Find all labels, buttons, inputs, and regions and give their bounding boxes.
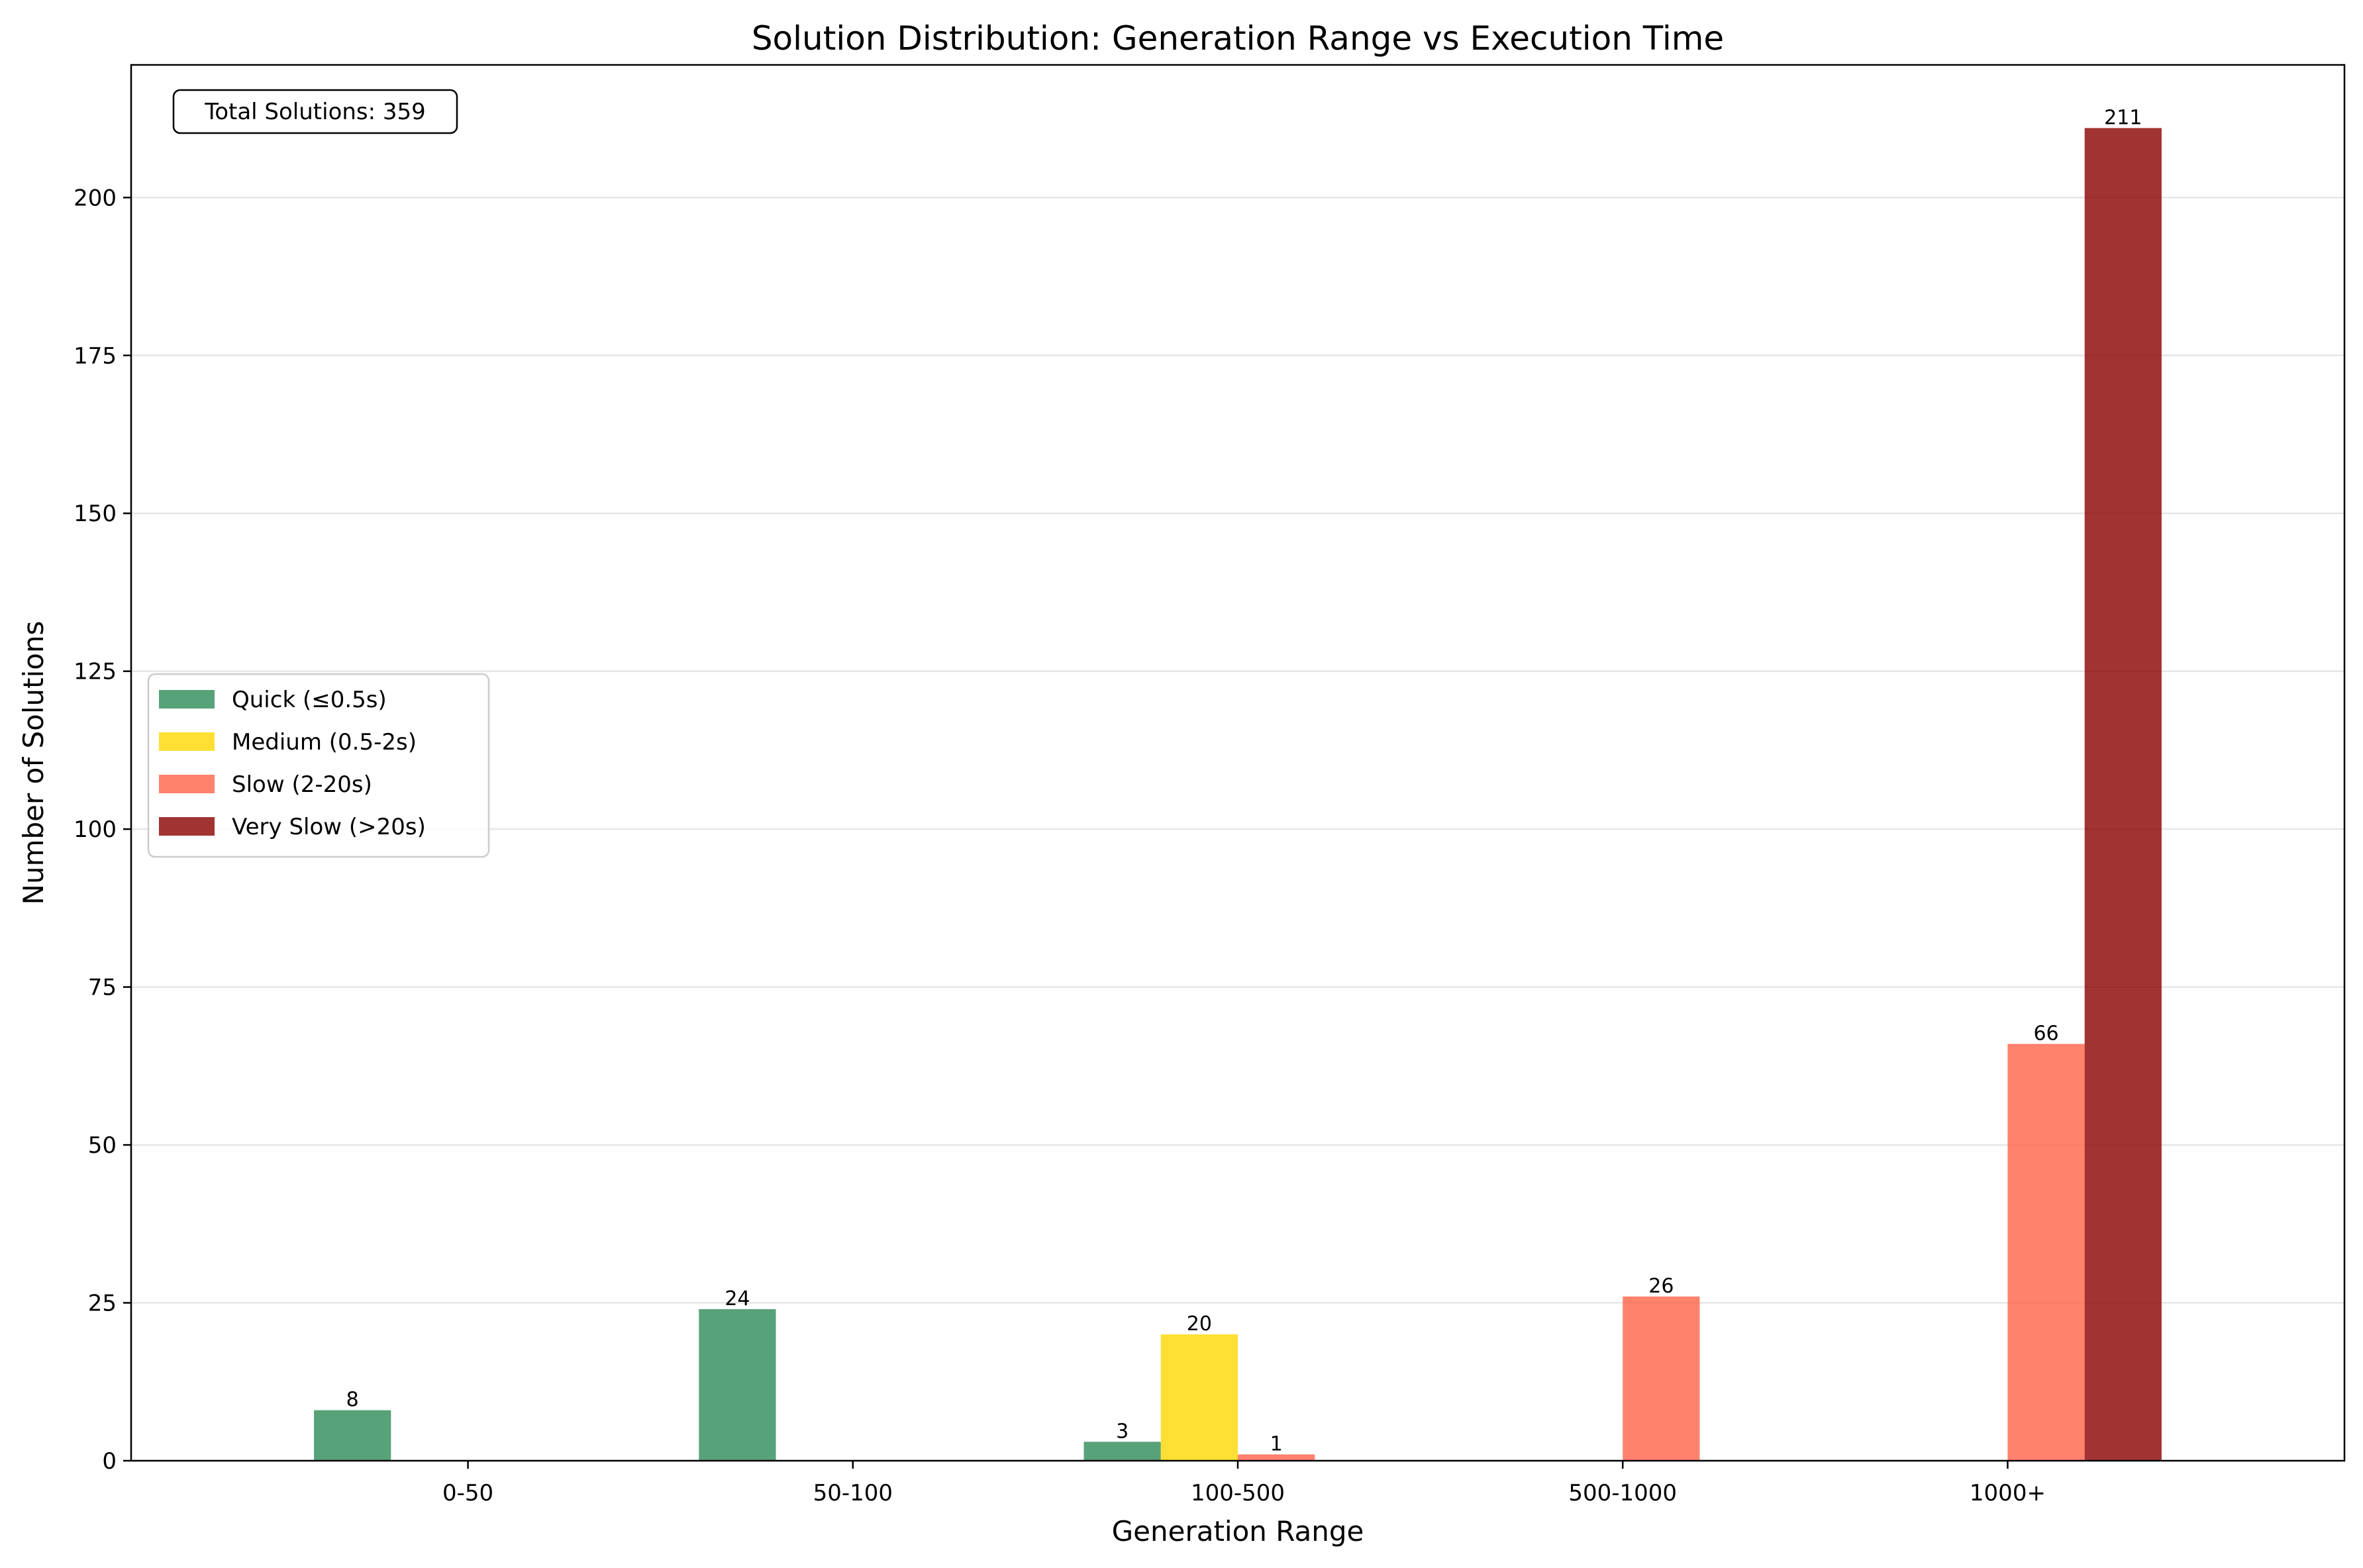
legend-label: Quick (≤0.5s) xyxy=(232,687,387,713)
legend-swatch xyxy=(159,775,215,793)
total-annotation: Total Solutions: 359 xyxy=(172,89,458,134)
bar xyxy=(1160,1334,1238,1461)
legend-swatch xyxy=(159,690,215,709)
bar xyxy=(314,1410,391,1461)
legend-swatch xyxy=(159,732,215,751)
y-tick-label: 150 xyxy=(74,501,117,527)
y-tick-label: 100 xyxy=(74,816,117,843)
bar xyxy=(699,1309,776,1461)
y-tick-label: 200 xyxy=(74,185,117,211)
y-axis-label: Number of Solutions xyxy=(17,621,50,905)
x-tick-label: 100-500 xyxy=(1191,1480,1285,1506)
data-label: 66 xyxy=(2033,1022,2058,1045)
y-tick-label: 175 xyxy=(74,343,117,369)
x-tick-label: 0-50 xyxy=(442,1480,493,1506)
x-axis-ticks: 0-50 50-100 100-500 500-1000 1000+ xyxy=(442,1461,2046,1506)
bar xyxy=(1083,1442,1161,1461)
x-tick-label: 1000+ xyxy=(1970,1480,2046,1506)
data-label: 24 xyxy=(725,1287,750,1310)
legend: Quick (≤0.5s) Medium (0.5-2s) Slow (2-20s)… xyxy=(147,673,490,858)
chart-title: Solution Distribution: Generation Range … xyxy=(752,19,1724,58)
bar xyxy=(2084,128,2162,1461)
bar xyxy=(2007,1044,2085,1461)
data-labels: 8 24 3 20 1 26 66 211 xyxy=(346,106,2142,1455)
x-axis-label: Generation Range xyxy=(1112,1515,1364,1547)
y-tick-label: 50 xyxy=(88,1132,117,1159)
data-label: 20 xyxy=(1187,1312,1212,1336)
annotation-text: Total Solutions: 359 xyxy=(204,99,426,125)
legend-label: Very Slow (>20s) xyxy=(232,814,426,840)
bar xyxy=(1238,1454,1315,1461)
data-label: 3 xyxy=(1116,1420,1129,1443)
legend-box xyxy=(147,673,490,858)
legend-swatch xyxy=(159,817,215,836)
x-tick-label: 50-100 xyxy=(813,1480,893,1506)
x-tick-label: 500-1000 xyxy=(1568,1480,1677,1506)
bar xyxy=(1623,1297,1700,1461)
data-label: 8 xyxy=(346,1389,359,1412)
y-tick-label: 75 xyxy=(88,975,117,1001)
data-label: 1 xyxy=(1270,1432,1283,1455)
legend-label: Medium (0.5-2s) xyxy=(232,729,417,756)
y-tick-label: 25 xyxy=(88,1291,117,1317)
bars xyxy=(314,128,2162,1461)
legend-label: Slow (2-20s) xyxy=(232,771,372,798)
y-tick-label: 0 xyxy=(102,1448,117,1475)
data-label: 26 xyxy=(1648,1275,1674,1298)
y-tick-label: 125 xyxy=(74,659,117,685)
y-axis-ticks: 0 25 50 75 100 125 150 175 200 xyxy=(74,185,131,1475)
data-label: 211 xyxy=(2104,106,2142,129)
annotation-box xyxy=(172,89,458,134)
